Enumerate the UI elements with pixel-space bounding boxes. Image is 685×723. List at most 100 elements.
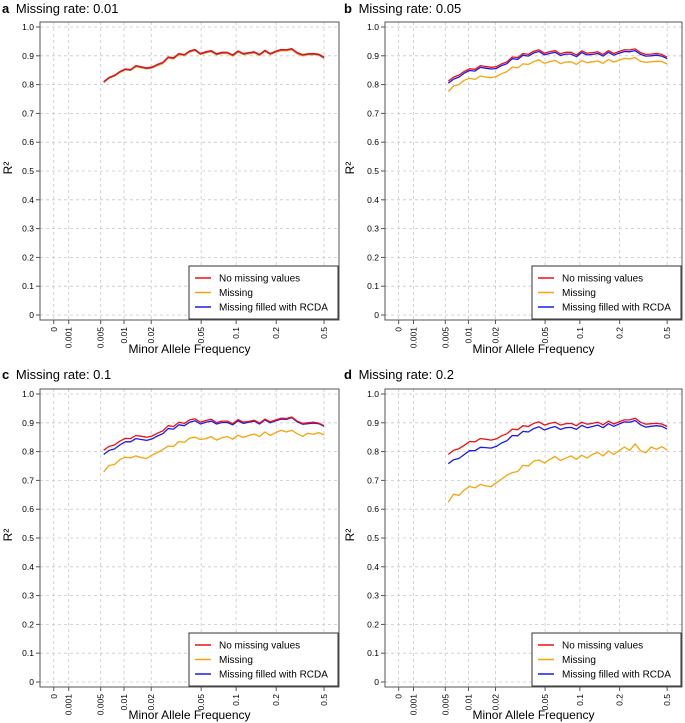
y-tick-label: 0.4 <box>367 562 379 572</box>
y-tick-label: 0.6 <box>22 137 34 147</box>
y-tick-label: 1.0 <box>22 389 34 399</box>
legend-label: No missing values <box>219 274 300 285</box>
x-tick-label: 0.001 <box>64 694 74 716</box>
panel-d-title: d Missing rate: 0.2 <box>344 367 454 382</box>
legend-label: Missing filled with RCDA <box>562 303 671 314</box>
y-tick-label: 0.7 <box>22 108 34 118</box>
y-tick-label: 0.8 <box>22 447 34 457</box>
y-tick-label: 0.2 <box>22 619 34 629</box>
y-tick-label: 0.2 <box>22 252 34 262</box>
y-tick-label: 0.4 <box>367 195 379 205</box>
x-tick-label: 0.5 <box>319 694 329 706</box>
y-tick-label: 0.5 <box>367 166 379 176</box>
panel-a-title: a Missing rate: 0.01 <box>2 1 118 16</box>
legend-label: No missing values <box>562 641 643 652</box>
y-tick-label: 0.3 <box>22 224 34 234</box>
x-tick-label: 0.1 <box>231 694 241 706</box>
x-tick-label: 0.2 <box>271 694 281 706</box>
x-tick-label: 0.01 <box>119 327 129 344</box>
y-tick-label: 0.6 <box>367 504 379 514</box>
y-tick-label: 0.6 <box>22 504 34 514</box>
y-tick-label: 0.3 <box>367 224 379 234</box>
x-tick-label: 0.05 <box>196 327 206 344</box>
legend-box <box>531 265 682 320</box>
x-tick-label: 0.1 <box>575 327 585 339</box>
y-tick-label: 0.8 <box>367 447 379 457</box>
y-tick-label: 0.3 <box>367 591 379 601</box>
y-tick-label: 0.5 <box>22 166 34 176</box>
y-tick-label: 1.0 <box>22 22 34 32</box>
legend-label: No missing values <box>562 274 643 285</box>
series-line-no_missing <box>103 416 325 451</box>
x-tick-label: 0.001 <box>409 327 419 349</box>
x-tick-label: 0 <box>49 327 59 332</box>
series-line-missing <box>447 56 668 92</box>
panel-c: c Missing rate: 0.1 0 0.1 0.2 0.3 0.4 0.5 0.6 0… <box>1 367 340 722</box>
y-tick-label: 0.2 <box>367 252 379 262</box>
y-tick-label: 0.8 <box>367 80 379 90</box>
legend-box <box>188 265 339 320</box>
legend-label: Missing <box>562 288 596 299</box>
y-tick-label: 0.5 <box>22 533 34 543</box>
legend-label: No missing values <box>219 641 300 652</box>
legend-label: Missing filled with RCDA <box>219 303 328 314</box>
x-tick-label: 0.02 <box>146 327 156 344</box>
x-tick-label: 0.1 <box>575 694 585 706</box>
series-line-rcda <box>447 49 668 84</box>
legend-label: Missing <box>562 655 596 666</box>
x-tick-label: 0.001 <box>409 694 419 716</box>
y-axis-label: R² <box>343 162 357 175</box>
x-tick-label: 0.01 <box>463 327 473 344</box>
x-tick-label: 0.02 <box>490 327 500 344</box>
y-tick-label: 0.2 <box>367 619 379 629</box>
y-tick-label: 0 <box>29 677 34 687</box>
y-tick-label: 0.4 <box>22 195 34 205</box>
series-line-no_missing <box>447 417 668 456</box>
x-axis-label: Minor Allele Frequency <box>128 342 250 356</box>
y-axis-label: R² <box>343 529 357 542</box>
series-line-rcda <box>103 416 325 456</box>
y-tick-label: 0.9 <box>367 51 379 61</box>
x-tick-label: 0.005 <box>440 327 450 349</box>
y-tick-label: 0.9 <box>367 418 379 428</box>
x-axis-label: Minor Allele Frequency <box>128 708 250 722</box>
legend-label: Missing filled with RCDA <box>219 670 328 681</box>
y-tick-label: 0.1 <box>22 281 34 291</box>
x-axis-label: Minor Allele Frequency <box>472 708 594 722</box>
series-line-no_missing <box>103 47 325 83</box>
x-tick-label: 0.05 <box>196 694 206 711</box>
series-line-missing <box>103 429 325 473</box>
legend-label: Missing filled with RCDA <box>562 670 671 681</box>
y-tick-label: 0.4 <box>22 562 34 572</box>
y-tick-label: 0 <box>374 310 379 320</box>
x-tick-label: 0 <box>49 694 59 699</box>
x-tick-label: 0.2 <box>271 327 281 339</box>
y-tick-label: 0.6 <box>367 137 379 147</box>
panel-c-title: c Missing rate: 0.1 <box>2 367 111 382</box>
y-tick-label: 0.8 <box>22 80 34 90</box>
x-tick-label: 0.2 <box>615 694 625 706</box>
x-tick-label: 0.05 <box>540 694 550 711</box>
x-tick-label: 0.5 <box>662 327 672 339</box>
x-tick-label: 0.02 <box>146 694 156 711</box>
y-tick-label: 0.3 <box>22 591 34 601</box>
y-tick-label: 0.5 <box>367 533 379 543</box>
series-line-no_missing <box>447 48 668 82</box>
x-tick-label: 0.01 <box>119 694 129 711</box>
y-tick-label: 0.7 <box>22 475 34 485</box>
legend-label: Missing <box>219 288 253 299</box>
x-tick-label: 0.05 <box>540 327 550 344</box>
x-tick-label: 0.005 <box>96 327 106 349</box>
y-tick-label: 0.7 <box>367 108 379 118</box>
x-axis-label: Minor Allele Frequency <box>472 342 594 356</box>
x-tick-label: 0.2 <box>615 327 625 339</box>
legend-box <box>531 632 682 687</box>
y-tick-label: 1.0 <box>367 389 379 399</box>
x-tick-label: 0.5 <box>662 694 672 706</box>
panel-d: d Missing rate: 0.2 0 0.1 0.2 0.3 0.4 0.5 0.6 0… <box>343 367 683 722</box>
series-line-missing <box>447 443 668 503</box>
x-tick-label: 0.01 <box>463 694 473 711</box>
y-tick-label: 1.0 <box>367 22 379 32</box>
y-tick-label: 0.1 <box>367 281 379 291</box>
